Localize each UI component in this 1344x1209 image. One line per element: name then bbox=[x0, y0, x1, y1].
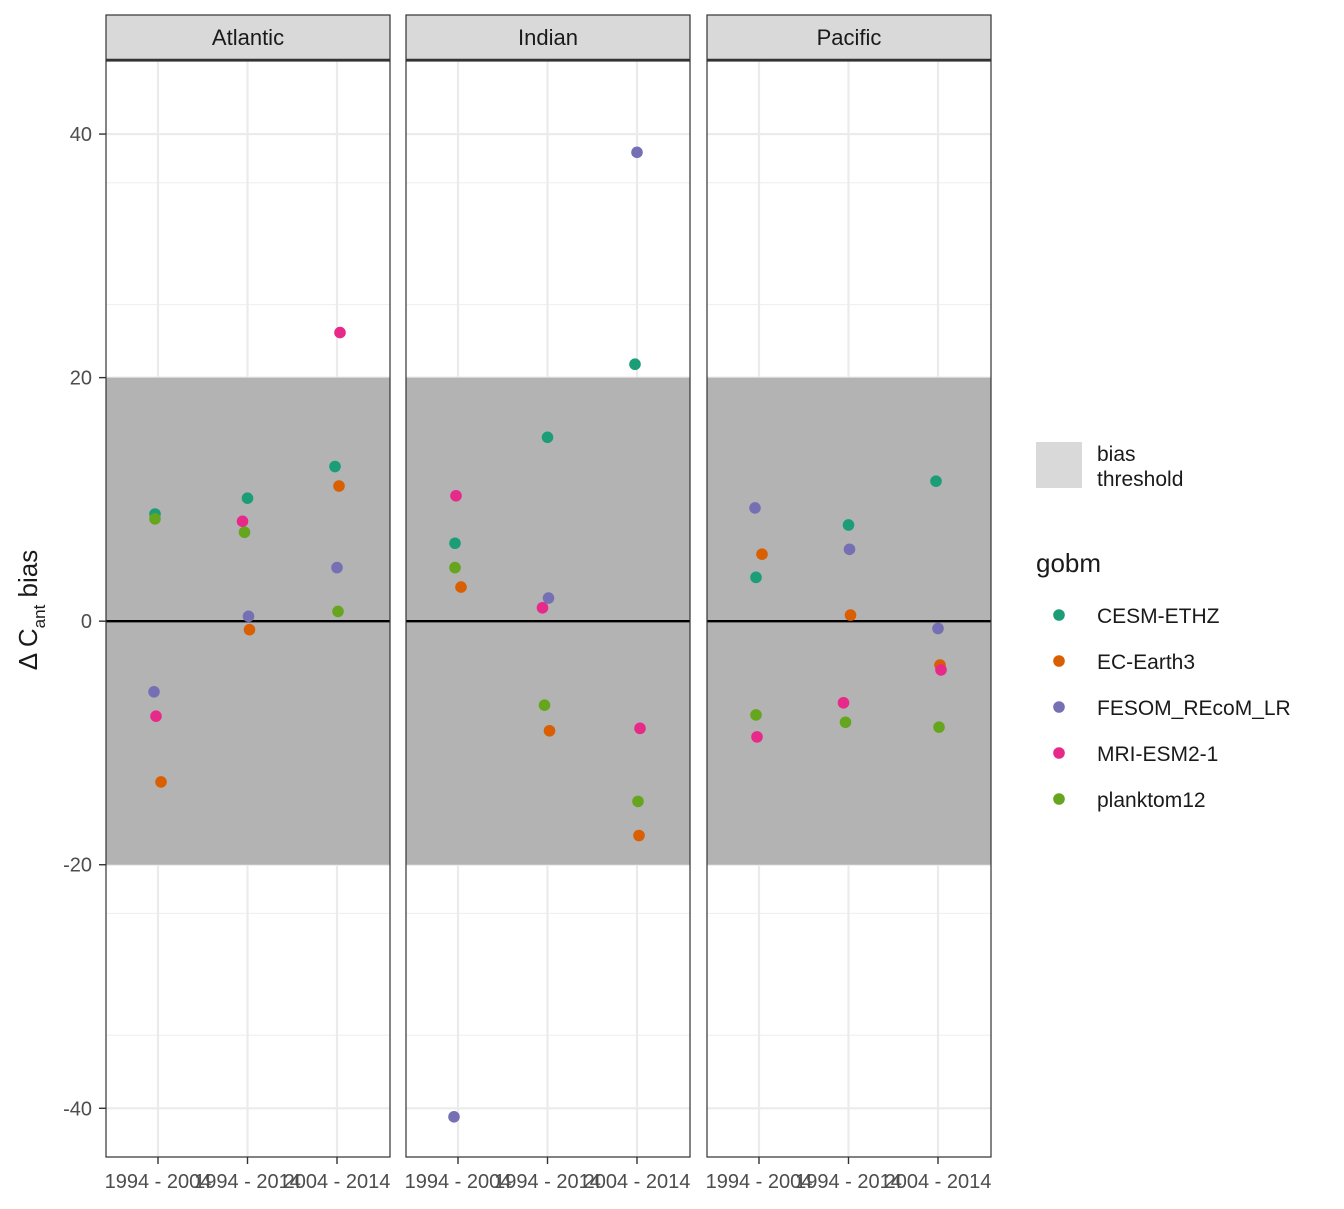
data-point-MRI-ESM2-1 bbox=[634, 722, 646, 735]
data-point-FESOM_REcoM_LR bbox=[148, 686, 160, 698]
data-point-planktom12 bbox=[933, 721, 945, 733]
data-point-CESM-ETHZ bbox=[241, 492, 254, 504]
facet-strip bbox=[105, 14, 391, 61]
data-point-EC-Earth3 bbox=[455, 581, 467, 593]
facet-strip-label: Pacific bbox=[817, 25, 882, 50]
legend-key-EC-Earth3 bbox=[1053, 655, 1065, 667]
data-point-FESOM_REcoM_LR bbox=[749, 502, 761, 514]
x-tick-label: 2004 - 2014 bbox=[584, 1171, 691, 1193]
data-point-CESM-ETHZ bbox=[329, 460, 341, 473]
data-point-FESOM_REcoM_LR bbox=[331, 561, 343, 574]
data-point-MRI-ESM2-1 bbox=[935, 664, 947, 676]
data-point-planktom12 bbox=[238, 526, 251, 539]
data-point-CESM-ETHZ bbox=[750, 571, 762, 584]
data-point-EC-Earth3 bbox=[243, 623, 256, 636]
data-point-MRI-ESM2-1 bbox=[150, 710, 162, 722]
data-point-EC-Earth3 bbox=[844, 609, 857, 621]
data-point-EC-Earth3 bbox=[155, 776, 167, 788]
x-tick-label: 2004 - 2014 bbox=[284, 1171, 391, 1193]
x-tick-label: 1994 - 2004 bbox=[405, 1171, 512, 1193]
legend-items: CESM-ETHZ EC-Earth3 FESOM_REcoM_LR MRI-ESM2… bbox=[1053, 605, 1291, 812]
legend-threshold-label-line-2: threshold bbox=[1097, 468, 1183, 491]
data-point-FESOM_REcoM_LR bbox=[843, 543, 856, 556]
x-tick-label: 1994 - 2004 bbox=[105, 1171, 212, 1193]
data-point-planktom12 bbox=[750, 709, 762, 721]
y-tick-label: 20 bbox=[70, 368, 92, 390]
facet-strip-label: Indian bbox=[518, 25, 578, 50]
data-point-CESM-ETHZ bbox=[930, 475, 942, 487]
data-point-FESOM_REcoM_LR bbox=[448, 1111, 460, 1123]
data-point-FESOM_REcoM_LR bbox=[631, 146, 643, 159]
x-tick-label: 1994 - 2014 bbox=[494, 1171, 601, 1193]
facet-strip bbox=[706, 14, 992, 61]
data-point-FESOM_REcoM_LR bbox=[932, 622, 944, 635]
data-point-MRI-ESM2-1 bbox=[751, 731, 763, 743]
legend-label: EC-Earth3 bbox=[1097, 651, 1195, 674]
data-point-EC-Earth3 bbox=[543, 724, 556, 737]
x-tick-label: 2004 - 2014 bbox=[885, 1171, 992, 1193]
y-tick-label: 40 bbox=[70, 124, 92, 146]
y-axis-label: Δ Cant bias bbox=[13, 550, 49, 671]
data-point-CESM-ETHZ bbox=[842, 519, 855, 531]
legend-label: FESOM_REcoM_LR bbox=[1097, 697, 1291, 720]
legend-key-FESOM_REcoM_LR bbox=[1053, 701, 1065, 713]
legend-key-CESM-ETHZ bbox=[1053, 609, 1065, 621]
data-point-CESM-ETHZ bbox=[541, 431, 554, 444]
data-point-planktom12 bbox=[839, 716, 852, 729]
x-tick-label: 1994 - 2014 bbox=[795, 1171, 902, 1193]
data-point-CESM-ETHZ bbox=[629, 358, 641, 371]
data-point-MRI-ESM2-1 bbox=[536, 601, 549, 614]
data-point-planktom12 bbox=[149, 513, 161, 525]
data-point-EC-Earth3 bbox=[333, 480, 345, 492]
legend-key-planktom12 bbox=[1053, 793, 1065, 805]
legend-title: gobm bbox=[1036, 548, 1101, 578]
y-axis-label-subscript: ant bbox=[30, 604, 49, 628]
y-axis-label-prefix: Δ C bbox=[13, 628, 43, 670]
data-point-MRI-ESM2-1 bbox=[236, 515, 249, 528]
data-point-MRI-ESM2-1 bbox=[334, 326, 346, 339]
data-point-CESM-ETHZ bbox=[449, 537, 461, 550]
x-tick-label: 1994 - 2004 bbox=[706, 1171, 813, 1193]
data-point-planktom12 bbox=[632, 795, 644, 808]
data-point-planktom12 bbox=[332, 605, 344, 618]
legend-key-MRI-ESM2-1 bbox=[1053, 747, 1065, 759]
data-point-FESOM_REcoM_LR bbox=[542, 592, 555, 604]
data-point-MRI-ESM2-1 bbox=[450, 489, 462, 502]
legend-label: CESM-ETHZ bbox=[1097, 605, 1220, 628]
y-axis: -40 -20 0 20 40 bbox=[63, 124, 106, 1120]
data-point-planktom12 bbox=[538, 699, 551, 712]
y-tick-label: 0 bbox=[81, 611, 92, 633]
y-tick-label: -20 bbox=[63, 855, 92, 877]
data-point-FESOM_REcoM_LR bbox=[242, 610, 255, 623]
legend-label: MRI-ESM2-1 bbox=[1097, 743, 1218, 766]
data-point-planktom12 bbox=[449, 561, 461, 574]
data-point-MRI-ESM2-1 bbox=[837, 696, 850, 709]
legend-threshold-label-line-1: bias bbox=[1097, 443, 1136, 466]
x-tick-label: 1994 - 2014 bbox=[194, 1171, 301, 1193]
legend: bias threshold gobm CESM-ETHZ EC-Earth3 FE… bbox=[1036, 442, 1291, 812]
facet-strip-label: Atlantic bbox=[212, 25, 284, 50]
y-tick-label: -40 bbox=[63, 1098, 92, 1120]
legend-label: planktom12 bbox=[1097, 789, 1206, 812]
legend-threshold-key bbox=[1036, 442, 1082, 488]
data-point-EC-Earth3 bbox=[633, 829, 645, 842]
y-axis-label-suffix: bias bbox=[13, 550, 43, 605]
data-point-EC-Earth3 bbox=[756, 548, 768, 560]
